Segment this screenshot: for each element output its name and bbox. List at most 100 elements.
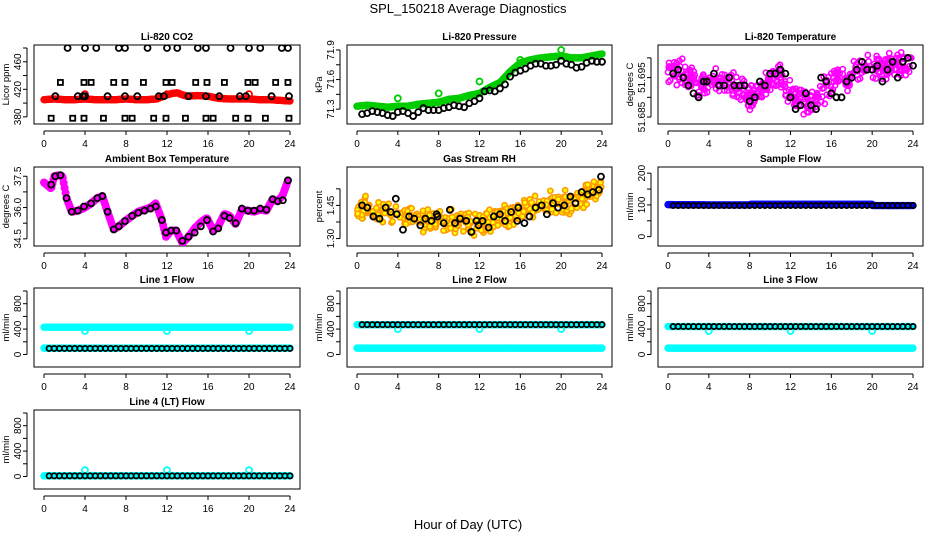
data-point bbox=[87, 199, 96, 208]
data-point bbox=[827, 70, 835, 77]
data-point bbox=[182, 114, 189, 122]
data-point bbox=[528, 199, 536, 206]
data-point bbox=[668, 63, 676, 71]
data-point bbox=[750, 93, 759, 102]
data-point bbox=[203, 216, 211, 224]
x-tick-label: 24 bbox=[284, 261, 296, 272]
data-point bbox=[909, 202, 917, 210]
data-point bbox=[393, 94, 402, 103]
x-tick-label: 0 bbox=[41, 261, 47, 272]
x-tick-label: 0 bbox=[665, 382, 671, 393]
data-point bbox=[62, 194, 71, 203]
chart-pressure: Li-820 Pressure 0 4 8 12 16 20 24 71.3 71.6 71.9 kP… bbox=[314, 32, 613, 150]
data-point bbox=[47, 114, 55, 122]
data-point bbox=[285, 114, 293, 122]
data-point bbox=[440, 227, 447, 235]
plot-area bbox=[664, 200, 917, 210]
data-point bbox=[583, 200, 591, 208]
data-point bbox=[114, 45, 123, 52]
data-point bbox=[47, 180, 56, 189]
data-point bbox=[858, 57, 866, 66]
data-point bbox=[196, 222, 205, 231]
data-point bbox=[729, 92, 737, 99]
data-point bbox=[520, 208, 528, 215]
series-averages bbox=[358, 321, 606, 329]
data-point bbox=[888, 57, 897, 66]
chart-title: Li-820 Pressure bbox=[442, 32, 517, 43]
data-point bbox=[688, 75, 696, 83]
data-point bbox=[507, 208, 516, 216]
data-point bbox=[898, 57, 907, 66]
data-point bbox=[598, 321, 606, 329]
data-point bbox=[878, 77, 887, 86]
series-averages-mid bbox=[57, 79, 292, 86]
chart-title: Li-820 CO2 bbox=[141, 32, 194, 43]
x-tick-label: 24 bbox=[596, 261, 608, 272]
data-point bbox=[80, 202, 88, 211]
data-point bbox=[162, 79, 170, 86]
data-point bbox=[885, 49, 893, 57]
data-point bbox=[733, 73, 740, 81]
data-point bbox=[128, 211, 137, 220]
data-point bbox=[392, 203, 400, 210]
series-averages bbox=[45, 472, 294, 480]
y-tick-label: 460 bbox=[13, 53, 24, 70]
data-point bbox=[902, 71, 910, 79]
data-point bbox=[796, 101, 805, 110]
series-averages bbox=[45, 344, 294, 352]
data-point bbox=[755, 77, 764, 86]
data-point bbox=[427, 216, 436, 225]
data-point bbox=[399, 225, 407, 234]
data-point bbox=[410, 214, 419, 223]
data-point bbox=[690, 68, 698, 76]
data-point bbox=[244, 79, 252, 86]
data-point bbox=[531, 192, 539, 200]
x-tick-label: 16 bbox=[202, 139, 214, 150]
data-point bbox=[448, 213, 456, 221]
data-point bbox=[375, 214, 384, 223]
data-point bbox=[460, 227, 467, 235]
x-tick-label: 8 bbox=[123, 382, 129, 393]
data-point bbox=[388, 112, 397, 120]
data-point bbox=[419, 228, 427, 236]
data-point bbox=[373, 204, 380, 212]
data-point bbox=[81, 92, 89, 101]
data-point bbox=[699, 71, 707, 79]
data-point bbox=[776, 65, 785, 74]
plot-frame bbox=[346, 287, 613, 368]
y-tick-label: 800 bbox=[637, 295, 648, 312]
data-point bbox=[245, 466, 253, 475]
data-point bbox=[286, 344, 294, 352]
data-point bbox=[873, 61, 882, 70]
y-tick-label: 800 bbox=[13, 295, 24, 312]
x-tick-label: 4 bbox=[82, 504, 88, 515]
data-point bbox=[571, 199, 580, 208]
data-point bbox=[894, 51, 901, 59]
data-point bbox=[87, 79, 95, 86]
series-raw-outliers bbox=[393, 46, 566, 103]
x-tick-label: 16 bbox=[515, 261, 527, 272]
y-tick-label: 71.9 bbox=[326, 40, 337, 60]
data-point bbox=[758, 93, 766, 101]
x-tick-label: 0 bbox=[41, 139, 47, 150]
data-point bbox=[150, 114, 158, 122]
data-point bbox=[513, 216, 522, 225]
data-point bbox=[786, 327, 795, 335]
data-point bbox=[864, 51, 872, 59]
data-point bbox=[893, 73, 902, 82]
x-tick-label: 4 bbox=[395, 261, 401, 272]
x-tick-label: 0 bbox=[665, 139, 671, 150]
series-averages-base bbox=[51, 92, 293, 101]
plot-area bbox=[354, 172, 605, 239]
data-point bbox=[203, 79, 211, 86]
data-point bbox=[907, 54, 915, 62]
x-tick-label: 20 bbox=[243, 382, 255, 393]
data-point bbox=[909, 323, 917, 331]
data-point bbox=[220, 79, 228, 86]
x-tick-label: 12 bbox=[785, 139, 797, 150]
data-point bbox=[92, 45, 101, 52]
x-tick-label: 8 bbox=[747, 382, 753, 393]
data-point bbox=[710, 69, 718, 78]
